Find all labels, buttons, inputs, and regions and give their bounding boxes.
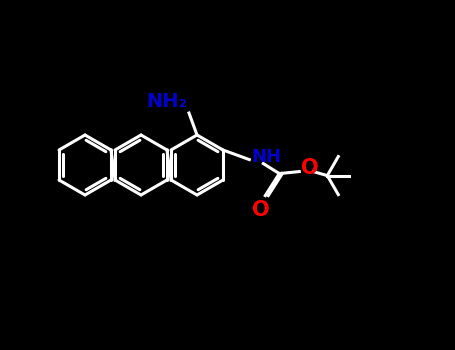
Text: NH₂: NH₂ [146, 92, 187, 111]
Text: O: O [301, 158, 319, 177]
Text: O: O [253, 199, 270, 219]
Text: NH: NH [251, 148, 281, 166]
